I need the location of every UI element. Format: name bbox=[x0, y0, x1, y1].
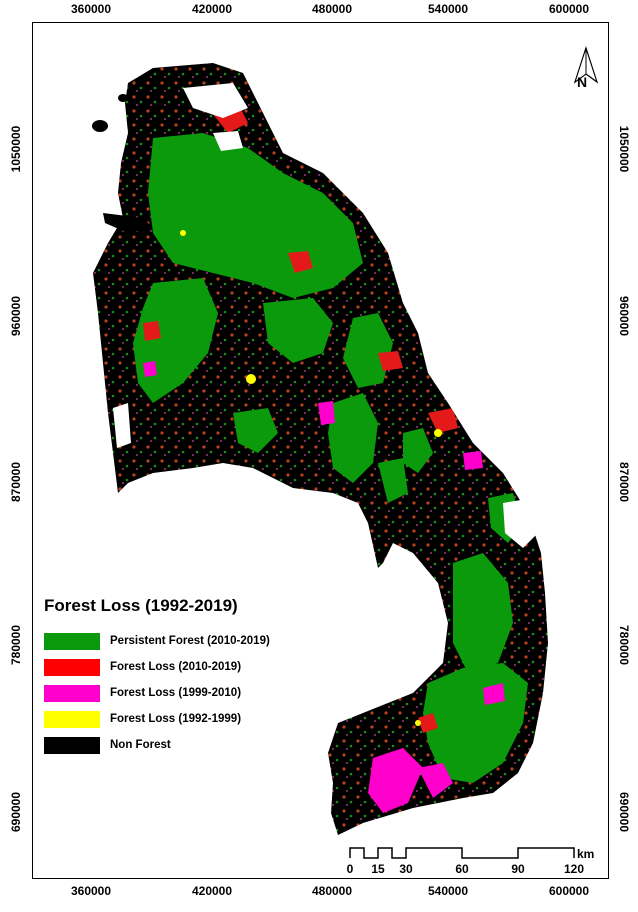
scale-label: 30 bbox=[399, 862, 413, 876]
lagoon bbox=[213, 131, 243, 151]
scale-label: 60 bbox=[455, 862, 469, 876]
legend-label: Persistent Forest (2010-2019) bbox=[110, 635, 270, 647]
legend-item: Forest Loss (2010-2019) bbox=[38, 654, 278, 680]
legend-swatch bbox=[44, 684, 100, 702]
lagoon bbox=[113, 403, 131, 448]
y-tick-label: 870000 bbox=[9, 461, 23, 503]
forest-patches bbox=[133, 103, 528, 813]
lagoon bbox=[503, 498, 538, 548]
scale-unit: km bbox=[577, 847, 595, 861]
y-tick-label: 1050000 bbox=[9, 125, 23, 173]
legend-item: Forest Loss (1999-2010) bbox=[38, 680, 278, 706]
lagoon bbox=[183, 83, 248, 118]
legend-swatch bbox=[44, 710, 100, 728]
y-tick-label: 960000 bbox=[9, 295, 23, 337]
y-tick-label: 870000 bbox=[617, 461, 631, 503]
legend-label: Forest Loss (1992-1999) bbox=[110, 713, 242, 725]
y-tick-label: 690000 bbox=[9, 791, 23, 833]
y-tick-label: 690000 bbox=[617, 791, 631, 833]
map-canvas bbox=[92, 63, 548, 835]
x-tick-label: 480000 bbox=[311, 2, 353, 16]
legend-title: Forest Loss (1992-2019) bbox=[44, 596, 238, 615]
legend-item: Forest Loss (1992-1999) bbox=[38, 706, 278, 732]
legend-label: Forest Loss (1999-2010) bbox=[110, 687, 242, 699]
x-tick-label: 540000 bbox=[427, 2, 469, 16]
x-tick-label: 420000 bbox=[191, 884, 233, 898]
x-tick-label: 360000 bbox=[70, 2, 112, 16]
legend-item: Non Forest bbox=[38, 732, 278, 758]
scale-bar-graphic bbox=[349, 847, 575, 859]
x-tick-label: 360000 bbox=[70, 884, 112, 898]
legend-label: Forest Loss (2010-2019) bbox=[110, 661, 242, 673]
island bbox=[118, 94, 128, 102]
y-tick-label: 1050000 bbox=[617, 125, 631, 173]
x-tick-label: 480000 bbox=[311, 884, 353, 898]
scale-label: 120 bbox=[563, 862, 585, 876]
island bbox=[103, 213, 153, 233]
map-legend: Forest Loss (1992-2019) Persistent Fores… bbox=[38, 596, 278, 758]
y-tick-label: 780000 bbox=[9, 624, 23, 666]
legend-item: Persistent Forest (2010-2019) bbox=[38, 628, 278, 654]
x-tick-label: 420000 bbox=[191, 2, 233, 16]
x-tick-label: 600000 bbox=[548, 884, 590, 898]
north-arrow-icon bbox=[573, 46, 599, 84]
scale-label: 0 bbox=[346, 862, 354, 876]
legend-swatch bbox=[44, 658, 100, 676]
map-frame bbox=[32, 22, 609, 879]
y-tick-label: 780000 bbox=[617, 624, 631, 666]
legend-swatch bbox=[44, 736, 100, 754]
scale-bar: 0 15 30 60 90 120 km bbox=[340, 842, 602, 882]
island bbox=[92, 120, 108, 132]
scale-label: 15 bbox=[371, 862, 385, 876]
x-tick-label: 540000 bbox=[427, 884, 469, 898]
x-tick-label: 600000 bbox=[548, 2, 590, 16]
legend-label: Non Forest bbox=[110, 739, 171, 751]
legend-swatch bbox=[44, 632, 100, 650]
y-tick-label: 960000 bbox=[617, 295, 631, 337]
scale-label: 90 bbox=[511, 862, 525, 876]
north-label: N bbox=[577, 74, 588, 90]
